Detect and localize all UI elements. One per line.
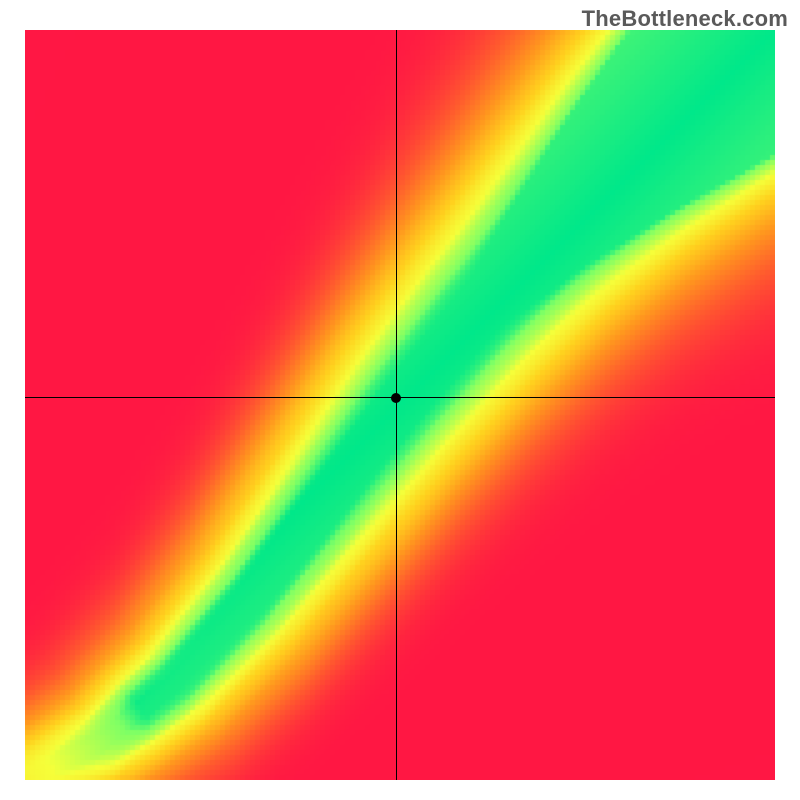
- heatmap-canvas: [25, 30, 775, 780]
- heatmap-plot: [25, 30, 775, 780]
- crosshair-marker: [391, 393, 401, 403]
- crosshair-vertical: [396, 30, 397, 780]
- watermark-text: TheBottleneck.com: [582, 6, 788, 32]
